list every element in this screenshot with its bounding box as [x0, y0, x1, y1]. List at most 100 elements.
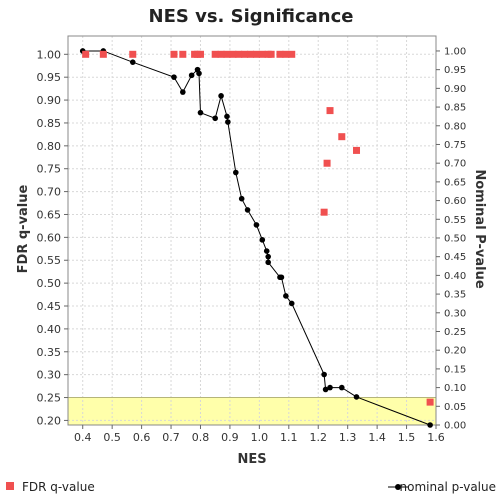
fdr-point — [129, 50, 137, 58]
y2-tick-label: 0.15 — [444, 364, 466, 375]
y2-tick-label: 0.65 — [444, 177, 466, 188]
y-tick-label: 0.20 — [37, 414, 62, 427]
pvalue-point — [224, 113, 230, 120]
pvalue-point — [188, 72, 195, 79]
y2-tick-label: 0.55 — [444, 215, 466, 226]
x-tick-label: 0.4 — [74, 431, 92, 444]
y-tick-label: 0.85 — [37, 117, 62, 130]
pvalue-point — [225, 119, 231, 125]
y-tick-label: 0.45 — [37, 300, 62, 313]
y2-axis-title: Nominal P-value — [472, 169, 487, 288]
pvalue-point — [265, 253, 271, 260]
legend-fdr-label: FDR q-value — [22, 480, 95, 494]
pvalue-point — [244, 207, 251, 213]
y2-tick-label: 0.90 — [444, 84, 466, 95]
fdr-point — [320, 208, 328, 216]
y-tick-label: 0.35 — [37, 346, 62, 359]
pvalue-point — [427, 422, 433, 428]
y2-tick-label: 0.30 — [444, 308, 466, 319]
fdr-point — [282, 50, 290, 58]
fdr-point — [276, 50, 284, 58]
x-tick-label: 0.8 — [192, 431, 210, 444]
fdr-point — [426, 398, 434, 406]
y2-tick-label: 0.35 — [444, 290, 466, 301]
pvalue-point — [212, 115, 218, 122]
y2-tick-label: 0.20 — [444, 346, 466, 357]
pvalue-point — [338, 384, 345, 391]
pvalue-point — [288, 300, 295, 307]
chart-title: NES vs. Significance — [149, 6, 354, 27]
fdr-point — [99, 50, 107, 58]
x-tick-label: 0.6 — [133, 431, 151, 444]
y-tick-label: 0.50 — [37, 277, 62, 290]
y-tick-label: 0.60 — [37, 231, 62, 244]
fdr-point — [235, 50, 243, 58]
y2-tick-label: 0.05 — [444, 402, 466, 413]
y-tick-label: 0.80 — [37, 140, 62, 153]
y2-tick-label: 0.45 — [444, 252, 466, 263]
y2-tick-label: 0.00 — [444, 421, 466, 432]
pvalue-point — [263, 248, 270, 254]
y-tick-label: 0.75 — [37, 163, 62, 176]
y2-tick-label: 0.25 — [444, 327, 466, 338]
fdr-point — [196, 50, 204, 58]
fdr-point — [211, 50, 219, 58]
x-tick-label: 1.1 — [280, 431, 298, 444]
x-tick-label: 1.2 — [309, 431, 327, 444]
fdr-point — [82, 50, 90, 58]
plot-frame — [67, 35, 437, 426]
plot-background — [68, 36, 436, 425]
pvalue-point — [253, 222, 260, 228]
fdr-point — [241, 50, 249, 58]
y-tick-label: 0.70 — [37, 186, 62, 199]
fdr-point — [323, 159, 331, 167]
pvalue-point — [171, 74, 177, 80]
legend-pvalue-label: nominal p-value — [400, 480, 496, 494]
fdr-point — [258, 50, 266, 58]
y2-tick-label: 0.85 — [444, 103, 466, 114]
fdr-point — [170, 50, 178, 58]
fdr-point — [338, 133, 346, 141]
y2-tick-label: 0.95 — [444, 65, 466, 76]
y-tick-label: 0.55 — [37, 254, 62, 267]
fdr-point — [252, 50, 260, 58]
y-axis-title: FDR q-value — [16, 184, 31, 273]
y2-tick-label: 0.70 — [444, 159, 466, 170]
x-tick-label: 1.5 — [398, 431, 416, 444]
fdr-point — [223, 50, 231, 58]
y2-tick-label: 0.60 — [444, 196, 466, 207]
pvalue-point — [278, 274, 285, 281]
legend: FDR q-value nominal p-value — [6, 480, 496, 494]
x-tick-label: 0.5 — [103, 431, 121, 444]
pvalue-point — [233, 169, 239, 176]
x-tick-label: 1.4 — [368, 431, 386, 444]
pvalue-point — [196, 70, 202, 77]
pvalue-point — [218, 93, 224, 99]
pvalue-point — [322, 386, 329, 393]
y2-tick-label: 0.75 — [444, 140, 466, 151]
y2-tick-label: 0.40 — [444, 271, 466, 282]
y-tick-label: 0.95 — [37, 71, 62, 84]
pvalue-point — [197, 109, 204, 116]
fdr-point — [229, 50, 237, 58]
pvalue-point — [180, 89, 186, 95]
legend-fdr-marker — [6, 482, 14, 490]
pvalue-point — [129, 59, 136, 65]
fdr-point — [267, 50, 275, 58]
pvalue-point — [353, 394, 360, 400]
fdr-point — [247, 50, 255, 58]
pvalue-point — [321, 371, 327, 378]
y-tick-label: 1.00 — [37, 48, 62, 61]
fdr-point — [179, 50, 187, 58]
x-tick-label: 1.0 — [251, 431, 269, 444]
x-tick-label: 1.3 — [339, 431, 357, 444]
y-tick-label: 0.90 — [37, 94, 62, 107]
x-tick-label: 0.9 — [221, 431, 239, 444]
y-tick-label: 0.40 — [37, 323, 62, 336]
fdr-point — [288, 50, 296, 58]
y-tick-label: 0.65 — [37, 208, 62, 221]
pvalue-point — [238, 195, 245, 202]
pvalue-point — [265, 259, 271, 266]
legend-pvalue-marker — [395, 484, 401, 490]
